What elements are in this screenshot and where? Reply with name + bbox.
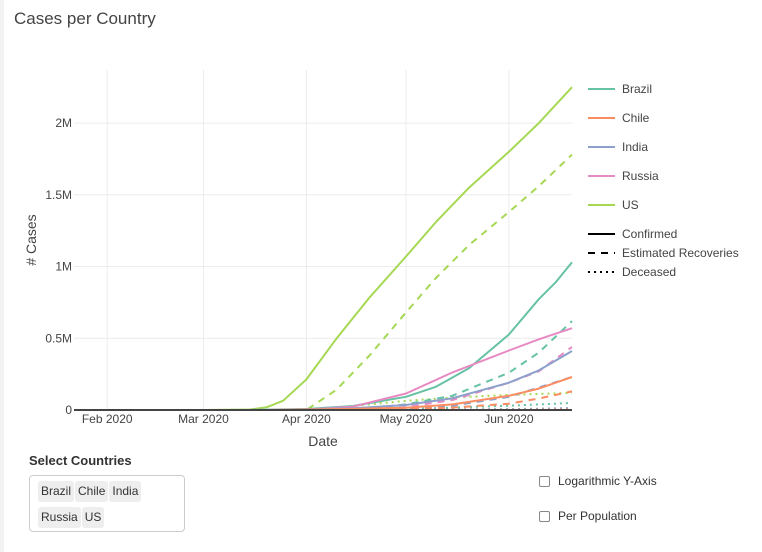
x-tick-label: May 2020 — [380, 412, 433, 426]
x-axis-title: Date — [308, 433, 338, 449]
log-axis-option[interactable]: Logarithmic Y-Axis — [539, 474, 657, 488]
chart-legend: Brazil Chile India Russia US Confirmed Estimat… — [588, 82, 739, 279]
y-axis-ticks: 0 0.5M 1M 1.5M 2M — [45, 116, 72, 417]
country-multiselect[interactable]: Brazil Chile India Russia US — [29, 475, 185, 532]
series-line-chile-confirmed[interactable] — [74, 376, 573, 411]
per-population-checkbox[interactable] — [539, 510, 550, 522]
x-tick-label: Feb 2020 — [82, 412, 133, 426]
x-tick-label: Mar 2020 — [178, 412, 229, 426]
select-countries-label: Select Countries — [29, 453, 132, 468]
legend-item-us[interactable]: US — [622, 198, 639, 212]
series-line-brazil-deceased[interactable] — [74, 402, 573, 411]
y-tick-label: 0 — [65, 403, 72, 417]
y-tick-label: 1M — [55, 260, 72, 274]
x-tick-label: Apr 2020 — [282, 412, 331, 426]
y-axis-title: # Cases — [23, 214, 39, 265]
x-axis-ticks: Feb 2020 Mar 2020 Apr 2020 May 2020 Jun 2020 — [82, 412, 534, 426]
series-line-chile-estimated-recoveries[interactable] — [74, 390, 573, 411]
legend-item-brazil[interactable]: Brazil — [622, 82, 652, 96]
legend-item-chile[interactable]: Chile — [622, 111, 650, 125]
page-title: Cases per Country — [14, 9, 156, 28]
series-line-us-estimated-recoveries[interactable] — [74, 153, 573, 411]
left-rail — [0, 0, 4, 552]
y-tick-label: 0.5M — [45, 331, 72, 345]
per-population-label: Per Population — [558, 509, 637, 523]
y-tick-label: 1.5M — [45, 188, 72, 202]
log-axis-checkbox[interactable] — [539, 475, 550, 487]
selected-country-chip[interactable]: US — [81, 507, 105, 528]
selected-country-chip[interactable]: Brazil — [38, 481, 75, 502]
log-axis-label: Logarithmic Y-Axis — [558, 474, 657, 488]
series-line-us-confirmed[interactable] — [74, 86, 573, 411]
legend-style-deceased[interactable]: Deceased — [622, 265, 676, 279]
chart-gridlines — [74, 70, 572, 410]
series-line-brazil-confirmed[interactable] — [74, 261, 573, 411]
per-population-option[interactable]: Per Population — [539, 509, 637, 523]
chart-lines — [73, 86, 573, 411]
legend-item-india[interactable]: India — [622, 140, 648, 154]
selected-country-chip[interactable]: India — [109, 481, 142, 502]
series-line-india-confirmed[interactable] — [74, 350, 573, 411]
y-tick-label: 2M — [55, 116, 72, 130]
series-line-india-estimated-recoveries[interactable] — [74, 376, 573, 411]
legend-style-estimated-recoveries[interactable]: Estimated Recoveries — [622, 246, 739, 260]
legend-style-confirmed[interactable]: Confirmed — [622, 227, 677, 241]
selected-country-chip[interactable]: Chile — [75, 481, 109, 502]
legend-item-russia[interactable]: Russia — [622, 169, 659, 183]
x-tick-label: Jun 2020 — [484, 412, 534, 426]
selected-country-chip[interactable]: Russia — [38, 507, 81, 528]
